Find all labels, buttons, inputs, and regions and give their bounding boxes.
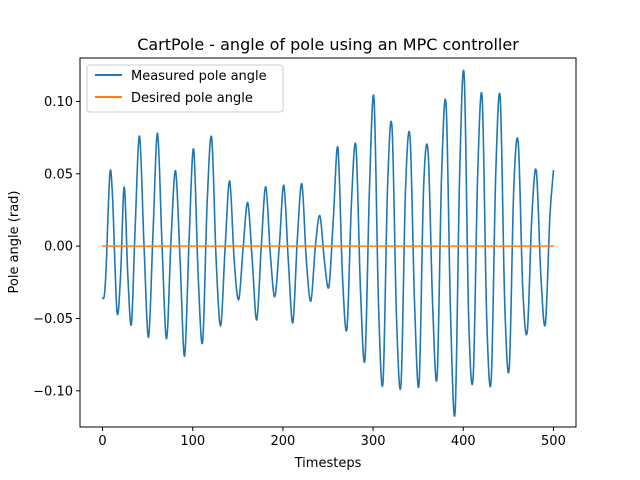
y-axis-label: Pole angle (rad) <box>7 191 22 294</box>
y-tick-label: 0.10 <box>44 95 73 110</box>
legend-label-desired: Desired pole angle <box>131 91 253 106</box>
y-tick-label: 0.00 <box>44 240 73 255</box>
legend: Measured pole angle Desired pole angle <box>86 64 284 113</box>
chart-title: CartPole - angle of pole using an MPC co… <box>137 35 519 54</box>
x-tick-label: 500 <box>541 434 566 449</box>
series-line-measured <box>101 69 555 417</box>
x-tick-label: 200 <box>270 434 295 449</box>
legend-label-measured: Measured pole angle <box>131 69 267 84</box>
y-axis: −0.10 −0.05 0.00 0.05 0.10 <box>33 95 80 399</box>
x-tick-label: 100 <box>180 434 205 449</box>
y-tick-label: −0.10 <box>33 384 73 399</box>
x-tick-label: 300 <box>361 434 386 449</box>
plot-area <box>101 69 555 417</box>
x-tick-label: 0 <box>98 434 106 449</box>
legend-box <box>86 64 284 113</box>
x-axis-label: Timesteps <box>294 456 362 471</box>
y-tick-label: 0.05 <box>44 167 73 182</box>
x-tick-label: 400 <box>451 434 476 449</box>
y-tick-label: −0.05 <box>33 312 73 327</box>
axes-frame <box>79 57 577 428</box>
x-axis: 0 100 200 300 400 500 <box>98 427 566 449</box>
